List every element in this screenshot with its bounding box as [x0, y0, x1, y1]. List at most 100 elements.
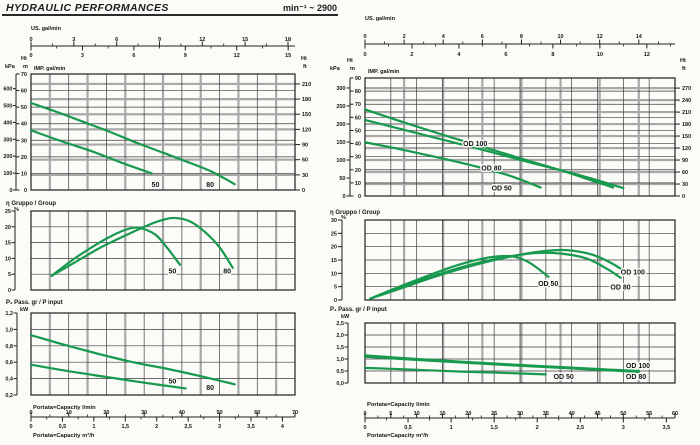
- axis-tick-label: 80: [355, 89, 361, 95]
- axis-tick-label: 40: [355, 142, 361, 148]
- curve-label-OD-50: OD 50: [492, 186, 512, 193]
- axis-tick-label: 30: [517, 411, 523, 417]
- axis-tick-label: 20: [465, 411, 471, 417]
- axis-tick-label: 0: [334, 298, 337, 304]
- axis-tick-label: 5: [334, 285, 337, 291]
- axis-tick-label: 0: [363, 34, 366, 40]
- axis-tick-label: 8: [551, 52, 554, 58]
- axis-tick-label: 300: [3, 137, 12, 143]
- axis-tick-label: 90: [682, 158, 688, 164]
- us-gal-label-left: US. gal/min: [31, 26, 62, 32]
- curve-50: [50, 226, 182, 277]
- axis-tick-label: 15: [285, 53, 291, 59]
- axis-tick-label: 6: [115, 37, 118, 43]
- axis-tick-label: 120: [682, 146, 691, 152]
- efficiency-chart-right: 0 5 10 15 20 25 30 OD 100 OD 80 OD 50: [331, 218, 676, 304]
- curve-50: [29, 363, 187, 390]
- axis-tick-label: 25: [491, 411, 497, 417]
- curve-label-OD-50: OD 50: [538, 281, 558, 288]
- curve-label-OD-80: OD 80: [481, 165, 501, 172]
- flow-axis-bottom-left: 0 10 20 30 40 50 60 70 0 0,5 1 1,5 2 2,5 3 3,5 4: [29, 410, 298, 430]
- axis-tick-label: 45: [594, 411, 600, 417]
- axis-tick-label: 20: [21, 155, 27, 161]
- power-chart-right-frame: [364, 322, 676, 384]
- axis-tick-label: 0: [682, 194, 685, 200]
- axis-tick-label: 1,0: [5, 327, 13, 333]
- kw-unit-right: kW: [341, 314, 350, 320]
- ht-unit-left-right-side: Ht: [301, 56, 307, 62]
- axis-tick-label: 3: [622, 425, 625, 431]
- axis-tick-label: 60: [21, 89, 27, 95]
- axis-tick-label: 70: [292, 410, 298, 416]
- axis-tick-label: 270: [682, 86, 691, 92]
- axis-tick-label: 150: [302, 112, 311, 118]
- axis-tick-label: 50: [355, 128, 361, 134]
- axis-tick-label: 150: [682, 134, 691, 140]
- m-unit-left: m: [23, 64, 28, 70]
- curve-80: [50, 216, 234, 277]
- axis-tick-label: 3,5: [663, 425, 671, 431]
- page-header: HYDRAULIC PERFORMANCES min⁻¹ ~ 2900: [6, 2, 337, 14]
- axis-tick-label: 2: [155, 424, 158, 430]
- axis-tick-label: 30: [682, 182, 688, 188]
- axis-tick-label: 50: [339, 176, 345, 182]
- curve-label-80: 80: [223, 269, 231, 276]
- axis-tick-label: 12: [199, 37, 205, 43]
- axis-tick-label: 200: [3, 154, 12, 160]
- speed-label: min⁻¹ ~ 2900: [282, 3, 337, 13]
- axis-tick-label: 250: [336, 104, 345, 110]
- axis-tick-label: 0: [8, 288, 11, 294]
- axis-tick-label: 50: [217, 410, 223, 416]
- axis-tick-label: 90: [355, 76, 361, 82]
- axis-tick-label: 100: [3, 171, 12, 177]
- axis-tick-label: 4: [281, 424, 285, 430]
- axis-tick-label: 3: [81, 53, 84, 59]
- power-chart-left: 0,2 0,4 0,6 0,8 1,0 1,2 80 50: [5, 311, 296, 399]
- axis-tick-label: 1,2: [5, 311, 13, 317]
- axis-tick-label: 6: [132, 53, 135, 59]
- axis-tick-label: 10: [355, 181, 361, 187]
- ft-unit-left: ft: [303, 64, 307, 70]
- axis-tick-label: 180: [302, 97, 311, 103]
- axis-tick-label: 0,0: [336, 381, 344, 387]
- axis-tick-label: 200: [336, 122, 345, 128]
- axis-tick-label: 2,5: [336, 321, 344, 327]
- axis-tick-label: 3: [72, 37, 75, 43]
- axis-tick-label: 0,6: [5, 360, 13, 366]
- curve-label-80: 80: [206, 182, 214, 189]
- axis-tick-label: 12: [644, 52, 650, 58]
- head-chart-right-frame: [364, 77, 676, 197]
- axis-tick-label: 10: [331, 271, 337, 277]
- axis-tick-label: 1,5: [121, 424, 129, 430]
- axis-tick-label: 60: [355, 115, 361, 121]
- axis-tick-label: 50: [620, 411, 626, 417]
- axis-tick-label: 9: [184, 53, 187, 59]
- axis-tick-label: 10: [557, 34, 563, 40]
- axis-tick-label: 30: [141, 410, 147, 416]
- axis-tick-label: 0: [302, 188, 305, 194]
- axis-tick-label: 6: [504, 52, 507, 58]
- axis-tick-label: 40: [569, 411, 575, 417]
- axis-tick-label: 12: [234, 53, 240, 59]
- axis-tick-label: 100: [336, 158, 345, 164]
- curve-50: [29, 129, 153, 175]
- axis-tick-label: 30: [331, 218, 337, 224]
- axis-tick-label: 600: [3, 87, 12, 93]
- power-chart-right: 0,0 0,5 1,0 1,5 2,0 2,5 OD 100 OD 80 OD 50: [336, 321, 676, 387]
- axis-tick-label: 60: [254, 410, 260, 416]
- axis-tick-label: 1,5: [490, 425, 498, 431]
- axis-tick-label: 4: [442, 34, 446, 40]
- ht-unit-right-right-side: Ht: [680, 58, 686, 64]
- axis-tick-label: 60: [682, 170, 688, 176]
- efficiency-chart-right-frame: [364, 219, 676, 301]
- curve-80: [29, 334, 236, 386]
- axis-tick-label: 210: [302, 82, 311, 88]
- curve-label-OD-50: OD 50: [554, 374, 574, 381]
- curve-label-OD-80: OD 80: [626, 374, 646, 381]
- axis-tick-label: 1: [450, 425, 453, 431]
- axis-tick-label: 90: [302, 143, 308, 149]
- ft-unit-right: ft: [682, 66, 686, 72]
- axis-tick-label: 150: [336, 140, 345, 146]
- ht-unit-left: Ht: [21, 56, 27, 62]
- axis-tick-label: 20: [355, 168, 361, 174]
